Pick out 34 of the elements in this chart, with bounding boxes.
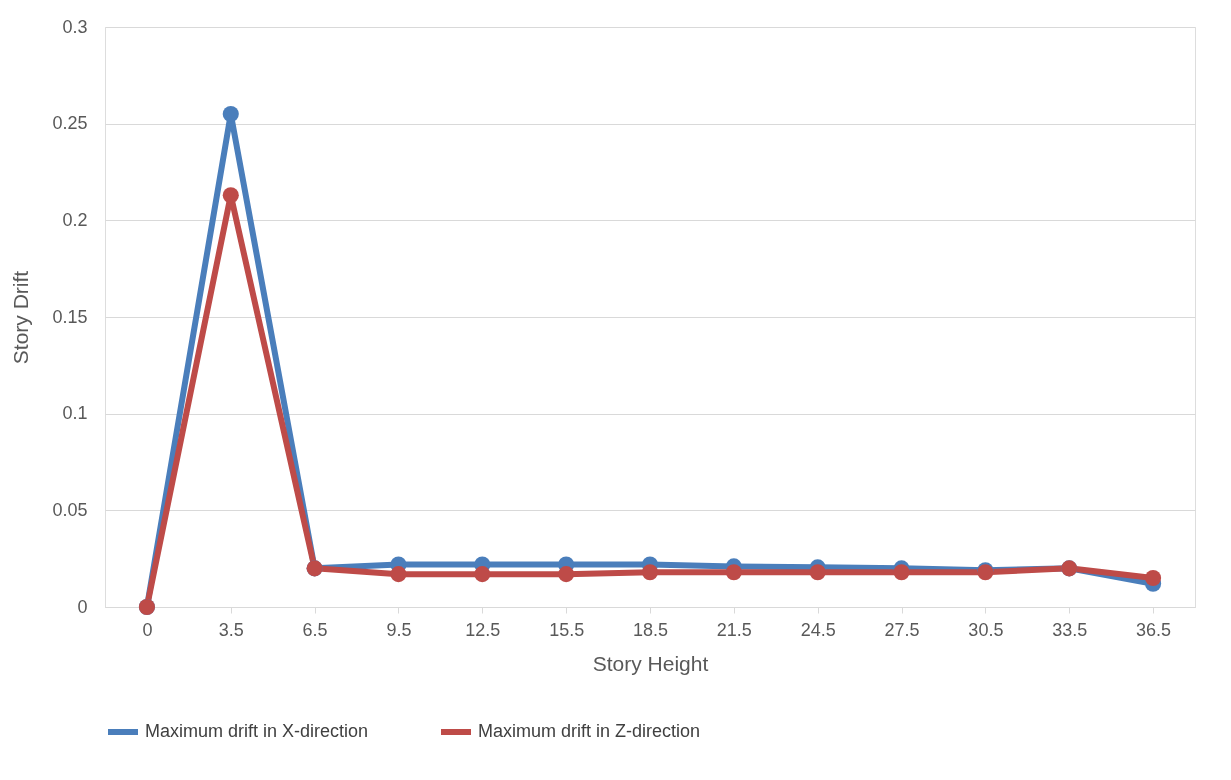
y-axis-title: Story Drift — [9, 270, 33, 365]
point — [1145, 569, 1162, 587]
x-tick-label: 27.5 — [884, 619, 920, 640]
x-tick-label: 18.5 — [632, 619, 669, 640]
x-tick-label: 6.5 — [302, 619, 328, 640]
x-tick-label: 30.5 — [968, 619, 1004, 640]
y-tick-label: 0 — [77, 596, 88, 617]
y-tick-label: 0.05 — [52, 499, 88, 520]
x-tick-label: 3.5 — [218, 619, 244, 640]
y-tick-label: 0.3 — [62, 16, 88, 37]
point — [725, 564, 742, 581]
y-tick-label: 0.2 — [62, 209, 88, 230]
point — [641, 564, 659, 581]
x-tick-label: 12.5 — [465, 619, 501, 640]
x-tick-label: 0 — [142, 619, 153, 640]
x-axis-title: Story Height — [592, 651, 709, 675]
point — [390, 566, 407, 583]
x-tick-label: 21.5 — [716, 619, 752, 640]
legend-label: Maximum drift in Z-direction — [478, 721, 701, 741]
point — [558, 566, 575, 583]
x-tick-label: 9.5 — [386, 619, 412, 640]
y-tick-label: 0.15 — [52, 306, 88, 327]
legend-label: Maximum drift in X-direction — [145, 721, 369, 741]
x-tick-label: 33.5 — [1052, 619, 1088, 640]
y-tick-label: 0.1 — [62, 403, 88, 424]
point — [474, 566, 491, 583]
x-tick-label: 15.5 — [549, 619, 585, 640]
point — [893, 564, 910, 581]
point — [222, 187, 239, 204]
point — [222, 105, 239, 123]
x-tick-label: 36.5 — [1136, 619, 1172, 640]
x-tick-label: 24.5 — [800, 619, 836, 640]
y-tick-label: 0.25 — [52, 113, 88, 134]
point — [809, 564, 826, 581]
